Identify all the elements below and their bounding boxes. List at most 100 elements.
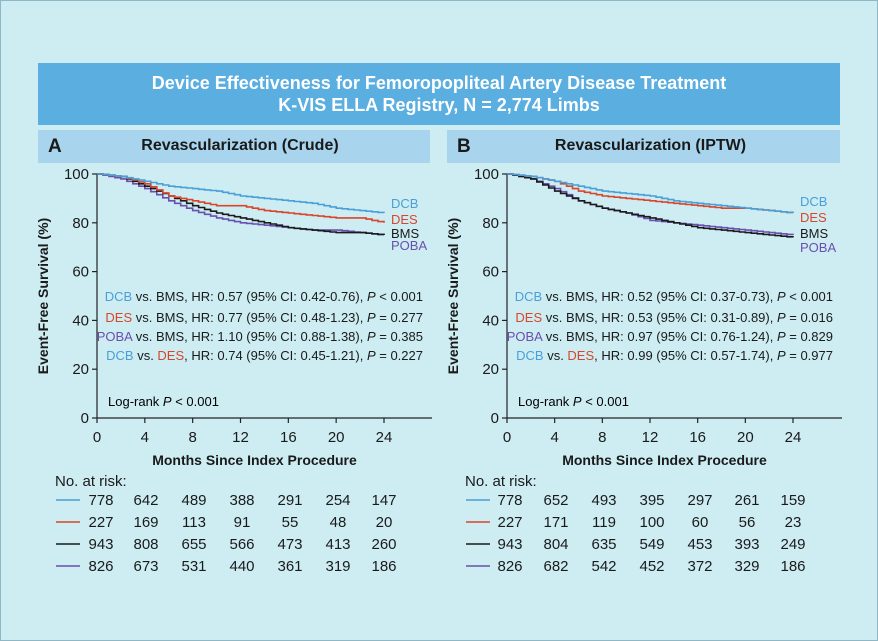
panel-a-risk-cell: 20: [376, 514, 393, 531]
figure-subtitle: K-VIS ELLA Registry, N = 2,774 Limbs: [278, 95, 600, 115]
panel-b-risk-cell: 804: [543, 536, 568, 553]
panel-a-letter: A: [48, 136, 62, 157]
panel-b-risk-cell: 56: [739, 514, 756, 531]
panel-a-risk-cell: 254: [325, 492, 350, 509]
panel-b-x-axis-label: Months Since Index Procedure: [562, 452, 767, 468]
panel-b-curve-dcb: [507, 173, 794, 214]
panel-a-risk-table-label: No. at risk:: [55, 473, 127, 490]
panel-a-y-tick-label: 100: [64, 166, 89, 183]
panel-a-risk-cell: 186: [371, 558, 396, 575]
panel-a-x-tick-label: 4: [141, 429, 149, 446]
panel-b-risk-table-label: No. at risk:: [465, 473, 537, 490]
figure-title-banner: Device Effectiveness for Femoropopliteal…: [38, 63, 840, 125]
panel-b-title: Revascularization (IPTW): [554, 137, 747, 154]
panel-b-risk-cell: 171: [543, 514, 568, 531]
panel-b-risk-cell: 453: [687, 536, 712, 553]
panel-b-logrank-text: Log-rank P < 0.001: [518, 394, 629, 409]
panel-a-title: Revascularization (Crude): [141, 137, 339, 154]
panel-b-risk-cell: 329: [734, 558, 759, 575]
panel-b-legend-dcb: DCB: [800, 194, 827, 209]
panel-b-risk-cell: 372: [687, 558, 712, 575]
panel-b-risk-cell: 261: [734, 492, 759, 509]
panel-b-risk-cell: 249: [780, 536, 805, 553]
panel-a-y-tick-label: 80: [72, 215, 89, 232]
panel-a-risk-cell: 227: [88, 514, 113, 531]
panel-b-hr-annotation: POBA vs. BMS, HR: 0.97 (95% CI: 0.76-1.2…: [507, 329, 833, 344]
panel-a-risk-cell: 388: [229, 492, 254, 509]
panel-a-risk-cell: 169: [133, 514, 158, 531]
panel-a-hr-annotation: DCB vs. BMS, HR: 0.57 (95% CI: 0.42-0.76…: [105, 289, 423, 304]
panel-b-risk-cell: 943: [497, 536, 522, 553]
panel-a-risk-cell: 440: [229, 558, 254, 575]
panel-b-risk-cell: 100: [639, 514, 664, 531]
panel-b-risk-cell: 635: [591, 536, 616, 553]
panel-a-hr-annotation: DES vs. BMS, HR: 0.77 (95% CI: 0.48-1.23…: [105, 310, 423, 325]
panel-b-risk-cell: 227: [497, 514, 522, 531]
panel-a-legend-des: DES: [391, 212, 418, 227]
panel-a-risk-cell: 113: [182, 514, 206, 531]
panel-b-legend-des: DES: [800, 210, 827, 225]
panel-a-x-tick-label: 12: [232, 429, 249, 446]
panel-a-risk-cell: 826: [88, 558, 113, 575]
panel-a-risk-cell: 91: [234, 514, 251, 531]
panel-b-y-tick-label: 100: [474, 166, 499, 183]
panel-b-risk-cell: 682: [543, 558, 568, 575]
panel-b-y-tick-label: 80: [482, 215, 499, 232]
panel-a-x-tick-label: 20: [328, 429, 345, 446]
panel-b-risk-cell: 297: [687, 492, 712, 509]
panel-b-risk-cell: 23: [785, 514, 802, 531]
panel-a-risk-cell: 413: [325, 536, 350, 553]
panel-a-y-tick-label: 20: [72, 361, 89, 378]
panel-a-risk-cell: 48: [330, 514, 347, 531]
panel-b-risk-cell: 652: [543, 492, 568, 509]
panel-b-risk-cell: 452: [639, 558, 664, 575]
panel-a-x-tick-label: 24: [376, 429, 393, 446]
panel-a-y-axis-label: Event-Free Survival (%): [35, 218, 51, 374]
panel-b-y-tick-label: 0: [491, 410, 499, 427]
panel-a-risk-cell: 291: [277, 492, 302, 509]
panel-b-legend-bms: BMS: [800, 226, 829, 241]
panel-a-curve-dcb: [97, 173, 385, 214]
panel-a-x-tick-label: 0: [93, 429, 101, 446]
figure-title: Device Effectiveness for Femoropopliteal…: [151, 73, 727, 93]
panel-b-hr-annotation: DES vs. BMS, HR: 0.53 (95% CI: 0.31-0.89…: [515, 310, 833, 325]
panel-a-curve-des: [97, 173, 385, 223]
panel-b-risk-cell: 493: [591, 492, 616, 509]
panel-a-x-tick-label: 16: [280, 429, 297, 446]
panel-b-risk-cell: 159: [780, 492, 805, 509]
panel-a-logrank-text: Log-rank P < 0.001: [108, 394, 219, 409]
panel-a-risk-cell: 260: [371, 536, 396, 553]
panel-b-hr-annotation: DCB vs. DES, HR: 0.99 (95% CI: 0.57-1.74…: [516, 348, 833, 363]
panel-b-risk-cell: 395: [639, 492, 664, 509]
panel-a-risk-cell: 566: [229, 536, 254, 553]
panel-b-hr-annotation: DCB vs. BMS, HR: 0.52 (95% CI: 0.37-0.73…: [515, 289, 833, 304]
panel-b-risk-cell: 549: [639, 536, 664, 553]
panel-b-y-tick-label: 20: [482, 361, 499, 378]
panel-a-risk-cell: 673: [133, 558, 158, 575]
panel-b-curve-poba: [507, 173, 794, 236]
panel-a-legend-bms: BMS: [391, 226, 420, 241]
panel-b-risk-cell: 393: [734, 536, 759, 553]
panel-a-risk-cell: 778: [88, 492, 113, 509]
panel-b-y-tick-label: 40: [482, 312, 499, 329]
panel-b-header: B Revascularization (IPTW): [447, 130, 840, 163]
panel-b-x-tick-label: 12: [642, 429, 659, 446]
panel-a-x-axis-label: Months Since Index Procedure: [152, 452, 357, 468]
panel-a-header: A Revascularization (Crude): [38, 130, 430, 163]
panel-a-hr-annotation: POBA vs. BMS, HR: 1.10 (95% CI: 0.88-1.3…: [97, 329, 423, 344]
panel-a-risk-cell: 147: [371, 492, 396, 509]
panel-b-x-tick-label: 20: [737, 429, 754, 446]
panel-a-risk-cell: 655: [181, 536, 206, 553]
panel-a-y-tick-label: 0: [81, 410, 89, 427]
panel-a-risk-cell: 361: [277, 558, 302, 575]
panel-a-risk-cell: 943: [88, 536, 113, 553]
panel-a-legend-poba: POBA: [391, 238, 427, 253]
panel-a-risk-cell: 642: [133, 492, 158, 509]
panel-b-letter: B: [457, 136, 471, 157]
panel-b-x-tick-label: 16: [689, 429, 706, 446]
panel-a-risk-cell: 319: [325, 558, 350, 575]
panel-b-x-tick-label: 4: [550, 429, 558, 446]
panel-b-risk-cell: 119: [592, 514, 616, 531]
panel-b-risk-cell: 826: [497, 558, 522, 575]
